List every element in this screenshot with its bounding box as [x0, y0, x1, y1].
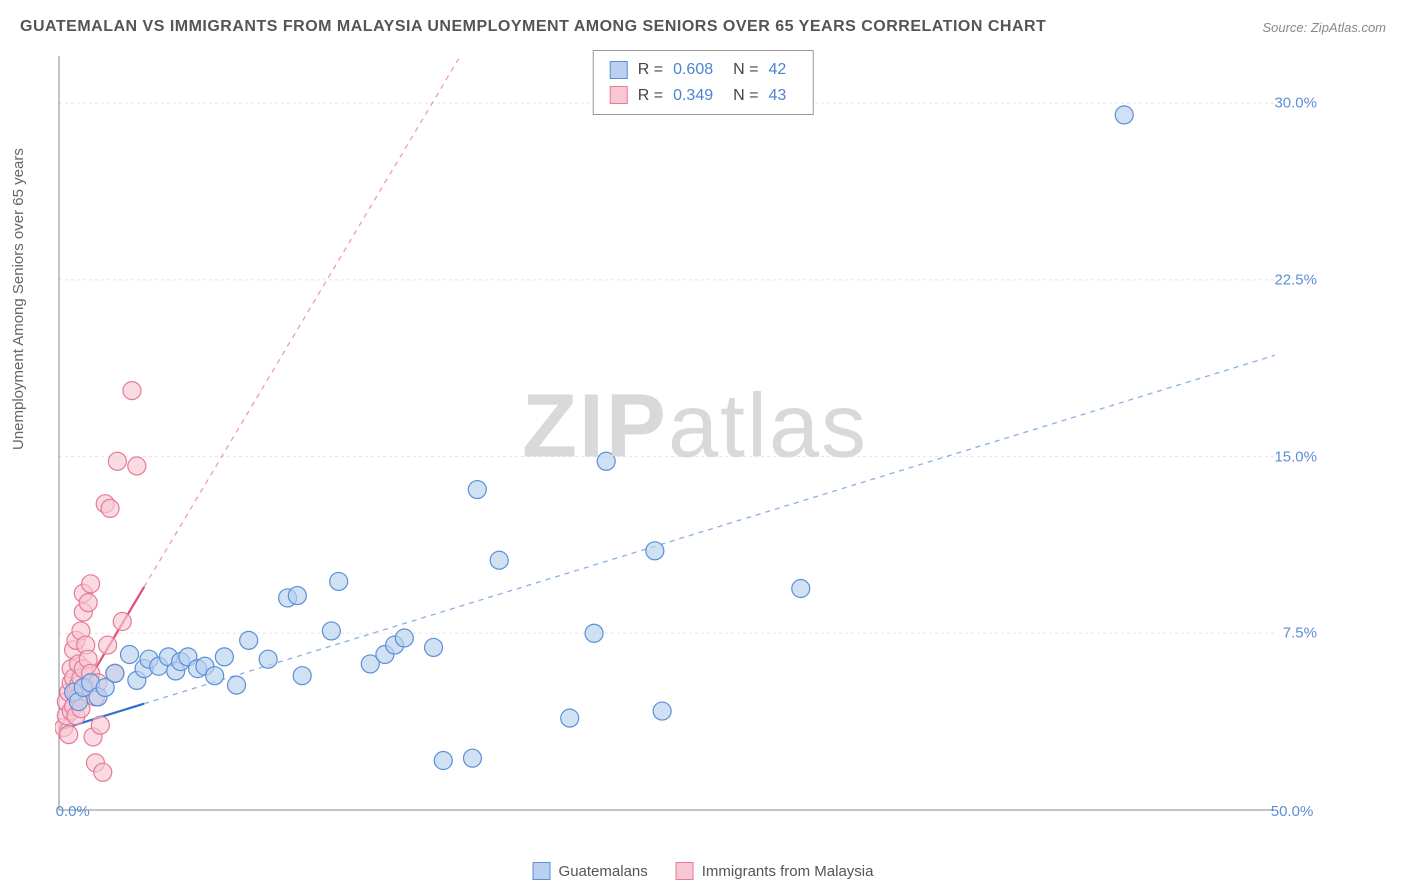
correlation-stats-box: R = 0.608 N = 42 R = 0.349 N = 43 — [593, 50, 814, 115]
x-tick-label: 0.0% — [56, 803, 90, 820]
chart-title: GUATEMALAN VS IMMIGRANTS FROM MALAYSIA U… — [20, 18, 1046, 36]
y-tick-label: 7.5% — [1283, 625, 1317, 642]
legend-label: Immigrants from Malaysia — [702, 863, 874, 880]
series-swatch — [610, 86, 628, 104]
n-label: N = — [733, 57, 758, 83]
r-value: 0.608 — [673, 57, 713, 83]
scatter-plot — [55, 48, 1335, 838]
r-label: R = — [638, 57, 663, 83]
legend: Guatemalans Immigrants from Malaysia — [533, 862, 874, 880]
x-tick-label: 50.0% — [1271, 803, 1314, 820]
r-value: 0.349 — [673, 83, 713, 109]
stat-row: R = 0.349 N = 43 — [610, 83, 797, 109]
n-label: N = — [733, 83, 758, 109]
legend-item: Guatemalans — [533, 862, 648, 880]
y-tick-label: 15.0% — [1274, 448, 1317, 465]
legend-swatch — [533, 862, 551, 880]
legend-label: Guatemalans — [559, 863, 648, 880]
n-value: 42 — [768, 57, 786, 83]
y-axis-label: Unemployment Among Seniors over 65 years — [10, 148, 27, 450]
y-tick-label: 22.5% — [1274, 271, 1317, 288]
n-value: 43 — [768, 83, 786, 109]
legend-swatch — [676, 862, 694, 880]
series-swatch — [610, 61, 628, 79]
source-attribution: Source: ZipAtlas.com — [1262, 20, 1386, 35]
legend-item: Immigrants from Malaysia — [676, 862, 874, 880]
chart-area: ZIPatlas 7.5%15.0%22.5%30.0%0.0%50.0% — [55, 48, 1335, 838]
y-tick-label: 30.0% — [1274, 95, 1317, 112]
r-label: R = — [638, 83, 663, 109]
stat-row: R = 0.608 N = 42 — [610, 57, 797, 83]
